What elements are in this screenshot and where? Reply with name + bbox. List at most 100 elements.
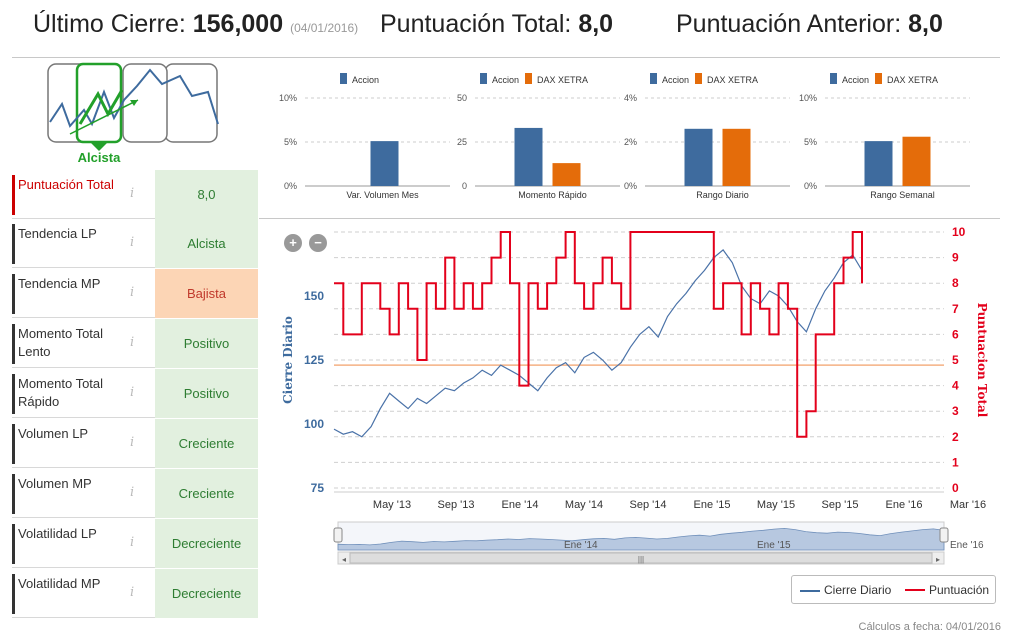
legend-score-label[interactable]: Puntuación	[929, 583, 990, 597]
indicator-row: Tendencia LP i Alcista	[12, 219, 258, 268]
navigator-left-handle[interactable]	[333, 527, 343, 543]
trend-arrow-icon	[69, 99, 139, 135]
indicator-label: Momento Total Lento	[18, 326, 104, 359]
info-icon[interactable]: i	[130, 535, 135, 550]
navigator-label: Ene '16	[950, 540, 984, 551]
mini-bar[interactable]	[684, 128, 713, 186]
right-axis-tick: 9	[952, 251, 959, 265]
previous-score-label: Puntuación Anterior:	[676, 10, 902, 38]
info-icon[interactable]: i	[130, 435, 135, 450]
mini-tick-label: 2%	[624, 137, 637, 147]
info-icon[interactable]: i	[130, 385, 135, 400]
indicator-marker	[12, 374, 15, 414]
right-axis-tick: 3	[952, 404, 959, 418]
close-price-line[interactable]	[333, 249, 863, 438]
right-axis-tick: 1	[952, 455, 959, 469]
chart-legend: Cierre Diario Puntuación	[791, 575, 996, 604]
mini-tick-label: 4%	[624, 93, 637, 103]
mini-bar[interactable]	[902, 136, 931, 186]
header-bar: Último Cierre: 156,000 (04/01/2016) Punt…	[0, 0, 1013, 56]
mini-tick-label: 5%	[804, 137, 817, 147]
indicator-marker	[12, 474, 15, 514]
right-axis-tick: 8	[952, 276, 959, 290]
left-axis-tick: 100	[304, 417, 324, 431]
mini-tick-label: 50	[457, 93, 467, 103]
right-axis-tick: 2	[952, 430, 959, 444]
mini-legend-swatch	[480, 73, 487, 84]
trend-pointer-icon	[90, 142, 108, 151]
indicator-row: Volatilidad LP i Decreciente	[12, 519, 258, 568]
x-axis-tick: Ene '15	[694, 499, 731, 511]
info-icon[interactable]: i	[130, 335, 135, 350]
mini-legend-label: Accion	[352, 75, 379, 85]
indicator-value: Creciente	[155, 419, 258, 468]
trend-highlight-line	[78, 89, 124, 125]
indicator-label: Tendencia MP	[18, 276, 101, 291]
right-axis-tick: 4	[952, 379, 959, 393]
indicator-value: Alcista	[155, 219, 258, 268]
mini-tick-label: 0%	[804, 181, 817, 191]
mini-tick-label: 0%	[624, 181, 637, 191]
right-axis-title: Puntuacion Total	[975, 303, 989, 418]
scrollbar-grip-icon: |||	[638, 555, 644, 564]
zoom-out-button[interactable]: −	[309, 234, 327, 252]
trend-price-line	[49, 68, 219, 128]
previous-score: Puntuación Anterior: 8,0	[676, 10, 943, 39]
mini-tick-label: 25	[457, 137, 467, 147]
indicator-marker	[12, 424, 15, 464]
indicator-label: Volatilidad MP	[18, 576, 101, 591]
right-axis-tick: 0	[952, 481, 959, 495]
indicator-marker	[12, 524, 15, 564]
left-axis-tick: 125	[304, 353, 324, 367]
x-axis-tick: Ene '16	[886, 499, 923, 511]
indicator-row: Volumen MP i Creciente	[12, 469, 258, 518]
info-icon[interactable]: i	[130, 485, 135, 500]
total-score: Puntuación Total: 8,0	[380, 10, 613, 39]
mini-tick-label: 5%	[284, 137, 297, 147]
mini-legend-label: Accion	[492, 75, 519, 85]
mini-legend-label: Accion	[662, 75, 689, 85]
info-icon[interactable]: i	[130, 235, 135, 250]
mini-chart-title: Rango Semanal	[870, 190, 935, 200]
trend-arrowhead-icon	[130, 100, 138, 106]
mini-tick-label: 0	[462, 181, 467, 191]
mini-bar[interactable]	[514, 127, 543, 186]
mini-bar-chart: Accion 0% 5% 10% Var. Volumen Mes	[279, 73, 450, 200]
indicator-value: Bajista	[155, 269, 258, 318]
calculation-date: Cálculos a fecha: 04/01/2016	[858, 621, 1002, 633]
right-axis-tick: 5	[952, 353, 959, 367]
mini-bar[interactable]	[722, 128, 751, 186]
indicator-value: Decreciente	[155, 519, 258, 568]
mini-chart-title: Rango Diario	[696, 190, 749, 200]
info-icon[interactable]: i	[130, 585, 135, 600]
mini-bar[interactable]	[552, 163, 581, 186]
scrollbar-thumb[interactable]	[349, 552, 933, 564]
indicator-value: 8,0	[155, 170, 258, 219]
indicator-label: Volatilidad LP	[18, 526, 97, 541]
indicator-value: Positivo	[155, 319, 258, 368]
mini-legend-swatch	[830, 73, 837, 84]
mini-tick-label: 10%	[279, 93, 297, 103]
trend-thumbnail: Alcista	[47, 62, 219, 165]
zoom-in-button[interactable]: +	[284, 234, 302, 252]
trend-label: Alcista	[78, 150, 121, 165]
scroll-right-arrow-icon[interactable]: ▸	[936, 555, 940, 564]
mini-bar[interactable]	[864, 141, 893, 186]
mini-legend-swatch	[695, 73, 702, 84]
navigator-right-handle[interactable]	[939, 527, 949, 543]
right-axis-tick: 6	[952, 327, 959, 341]
last-close-date: (04/01/2016)	[290, 21, 359, 35]
price-score-chart[interactable]: 0 1 2 3 4 5 6 7 8 9 10 75 100 125 150 Cierre Diario Punt…	[270, 220, 990, 580]
info-icon[interactable]: i	[130, 186, 135, 201]
legend-close-label[interactable]: Cierre Diario	[824, 583, 892, 597]
section-divider	[259, 218, 1000, 219]
indicator-row: Puntuación Total i 8,0	[12, 170, 258, 219]
indicator-marker	[12, 175, 15, 215]
scroll-left-arrow-icon[interactable]: ◂	[342, 555, 346, 564]
score-step-line[interactable]	[334, 231, 863, 438]
left-axis-tick: 75	[311, 481, 325, 495]
right-axis-tick: 7	[952, 302, 959, 316]
info-icon[interactable]: i	[130, 285, 135, 300]
indicator-marker	[12, 324, 15, 364]
mini-bar[interactable]	[370, 141, 399, 186]
